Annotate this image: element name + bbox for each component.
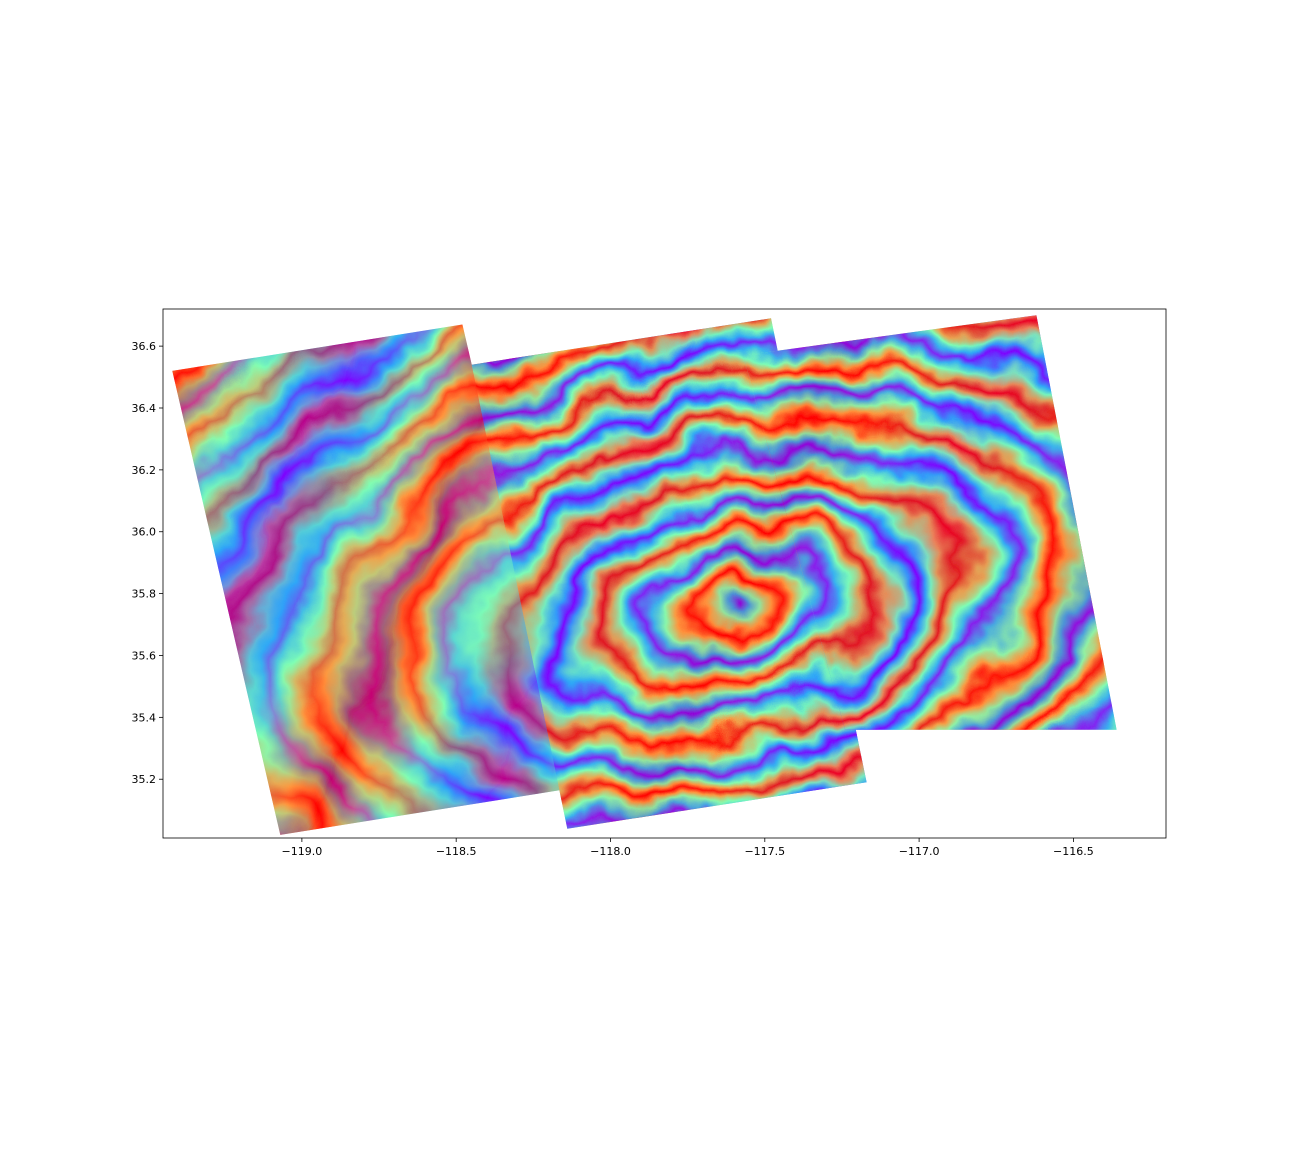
y-tick-label: 36.6 — [132, 340, 157, 353]
y-tick-label: 36.4 — [132, 402, 157, 415]
y-tick-label: 35.2 — [132, 773, 157, 786]
x-tick-label: −117.0 — [899, 845, 940, 858]
y-tick-label: 36.2 — [132, 464, 157, 477]
y-tick-label: 35.4 — [132, 711, 157, 724]
x-tick-label: −119.0 — [282, 845, 323, 858]
y-tick-label: 35.6 — [132, 649, 157, 662]
x-tick-label: −116.5 — [1053, 845, 1094, 858]
x-tick-label: −117.5 — [744, 845, 785, 858]
y-tick-label: 36.0 — [132, 526, 157, 539]
y-tick-label: 35.8 — [132, 588, 157, 601]
x-tick-label: −118.0 — [590, 845, 631, 858]
x-tick-label: −118.5 — [436, 845, 477, 858]
